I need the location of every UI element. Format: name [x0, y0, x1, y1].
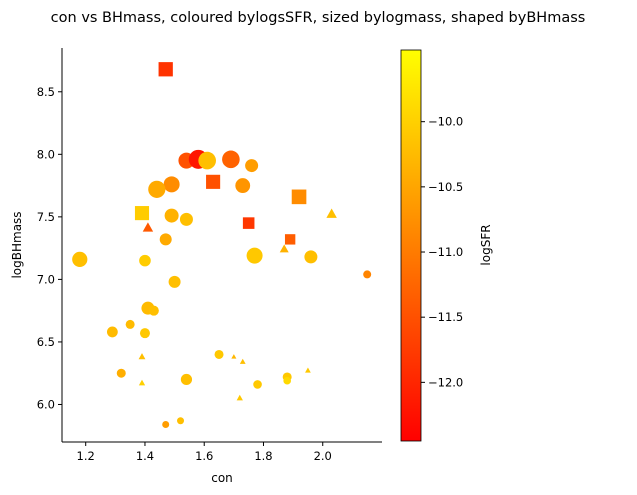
data-point-square	[158, 62, 173, 77]
colorbar-tick-label: −10.0	[428, 115, 463, 129]
data-point-circle	[198, 151, 216, 170]
data-point-triangle	[279, 244, 289, 253]
x-axis-ticks: 1.2 1.4 1.6 1.8 2.0	[77, 442, 332, 463]
data-point-circle	[168, 275, 181, 288]
data-point-circle	[177, 417, 185, 425]
data-point-circle	[304, 250, 318, 264]
x-tick-label: 1.8	[254, 449, 272, 463]
data-point-square	[206, 174, 221, 189]
data-point-triangle	[138, 353, 146, 360]
x-tick-label: 1.6	[195, 449, 213, 463]
data-point-triangle	[231, 354, 237, 359]
x-tick-label: 1.2	[77, 449, 95, 463]
colorbar-label: logSFR	[479, 224, 493, 265]
y-tick-label: 7.0	[37, 272, 55, 286]
x-tick-label: 1.4	[136, 449, 154, 463]
data-point-circle	[72, 251, 88, 267]
data-point-circle	[162, 420, 170, 428]
y-tick-label: 7.5	[37, 210, 55, 224]
data-point-circle	[363, 270, 372, 279]
data-point-square	[242, 217, 255, 229]
data-point-circle	[235, 178, 251, 193]
colorbar-ticks: −10.0 −10.5 −11.0 −11.5 −12.0	[421, 115, 463, 389]
data-point-triangle	[239, 358, 246, 364]
colorbar-tick-label: −10.5	[428, 180, 463, 194]
chart-title: con vs BHmass, coloured bylogsSFR, sized…	[51, 10, 586, 26]
data-point-circle	[106, 326, 118, 338]
data-point-circle	[222, 150, 240, 169]
data-point-circle	[163, 176, 180, 193]
data-point-triangle	[326, 208, 337, 218]
data-point-square	[291, 189, 307, 205]
data-point-circle	[283, 376, 291, 385]
data-point-circle	[180, 373, 193, 386]
data-point-circle	[139, 328, 150, 339]
y-tick-label: 8.0	[37, 147, 55, 161]
data-point-circle	[116, 368, 126, 378]
data-point-triangle	[236, 394, 243, 401]
y-tick-label: 6.5	[37, 335, 55, 349]
data-point-triangle	[305, 367, 311, 373]
data-point-circle	[246, 247, 263, 264]
y-axis-label: logBHmass	[10, 211, 24, 278]
y-tick-label: 8.5	[37, 85, 55, 99]
y-tick-label: 6.0	[37, 397, 55, 411]
colorbar-tick-label: −11.5	[428, 310, 463, 324]
data-point-triangle	[142, 222, 154, 232]
data-point-circle	[125, 319, 135, 329]
data-point-circle	[253, 380, 262, 389]
x-axis-label: con	[211, 471, 233, 485]
colorbar	[400, 49, 422, 442]
data-point-circle	[164, 208, 179, 223]
data-point-triangle	[138, 379, 146, 386]
data-point-circle	[159, 233, 172, 246]
x-tick-label: 2.0	[314, 449, 332, 463]
data-point-square	[284, 234, 296, 245]
data-point-circle	[148, 305, 159, 316]
data-point-circle	[148, 180, 166, 198]
data-points	[72, 62, 372, 428]
y-axis-ticks: 6.0 6.5 7.0 7.5 8.0 8.5	[37, 85, 62, 411]
data-point-circle	[214, 349, 224, 359]
data-point-circle	[139, 254, 151, 267]
data-point-circle	[245, 159, 259, 173]
colorbar-tick-label: −12.0	[428, 375, 463, 389]
data-point-circle	[179, 212, 193, 226]
data-point-square	[134, 206, 150, 221]
colorbar-tick-label: −11.0	[428, 245, 463, 259]
